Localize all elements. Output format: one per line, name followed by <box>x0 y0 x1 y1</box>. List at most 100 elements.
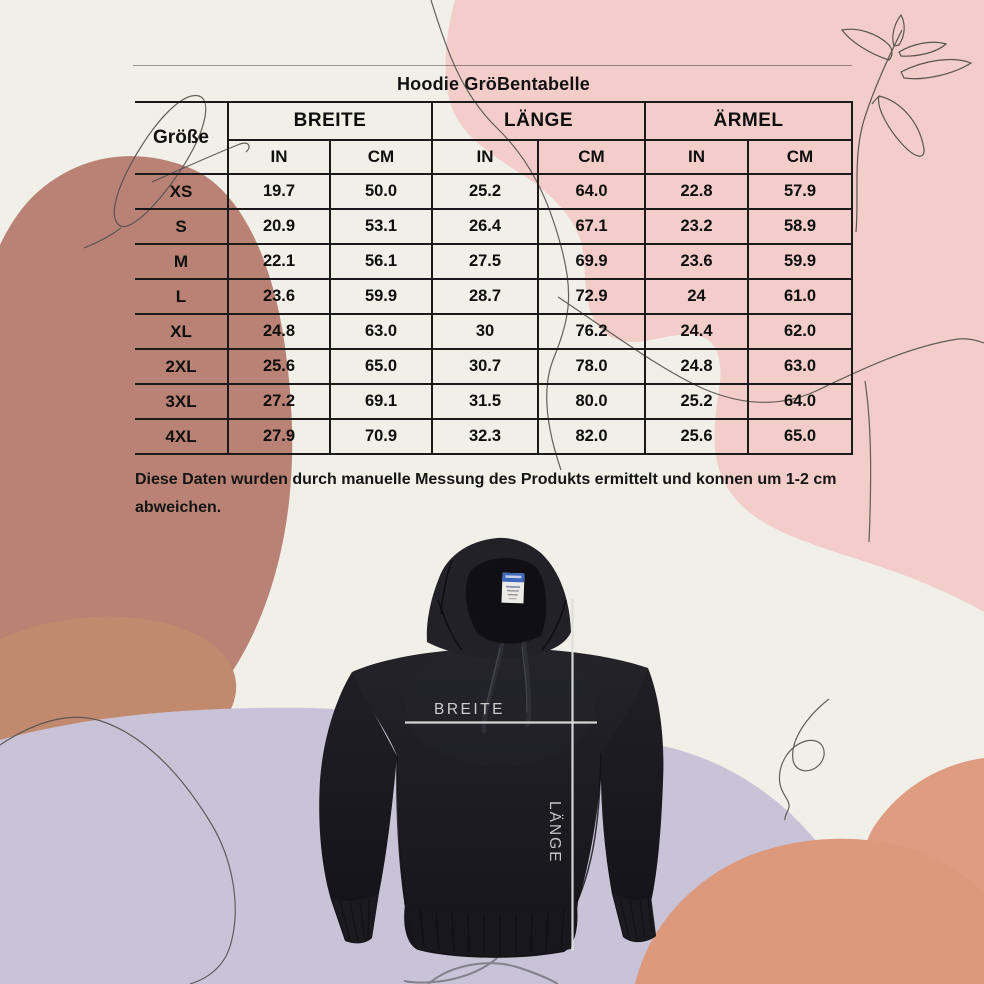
value-cell: 31.5 <box>431 383 539 420</box>
value-cell: 25.6 <box>227 348 331 385</box>
value-cell: 64.0 <box>537 173 646 210</box>
value-cell: 63.0 <box>329 313 433 350</box>
table-row: XS 19.7 50.0 25.2 64.0 22.8 57.9 <box>135 173 853 210</box>
table-row: 2XL 25.6 65.0 30.7 78.0 24.8 63.0 <box>135 348 853 385</box>
leaf <box>898 41 948 57</box>
unit-header: CM <box>747 139 853 175</box>
width-measure-label: BREITE <box>434 701 505 718</box>
value-cell: 22.1 <box>227 243 331 280</box>
value-cell: 32.3 <box>431 418 539 455</box>
length-measure-label: LÄNGE <box>546 801 563 864</box>
unit-header: CM <box>329 139 433 175</box>
value-cell: 20.9 <box>227 208 331 245</box>
value-cell: 50.0 <box>329 173 433 210</box>
value-cell: 72.9 <box>537 278 646 315</box>
unit-header: IN <box>227 139 331 175</box>
size-cell: L <box>135 278 229 315</box>
value-cell: 58.9 <box>747 208 853 245</box>
value-cell: 24.4 <box>644 313 749 350</box>
size-cell: S <box>135 208 229 245</box>
hoodie-left-cuff <box>331 894 378 943</box>
unit-header: IN <box>431 139 539 175</box>
value-cell: 82.0 <box>537 418 646 455</box>
value-cell: 25.2 <box>644 383 749 420</box>
value-cell: 19.7 <box>227 173 331 210</box>
disclaimer-text: Diese Daten wurden durch manuelle Messun… <box>135 471 837 516</box>
value-cell: 23.6 <box>227 278 331 315</box>
table-row: 4XL 27.9 70.9 32.3 82.0 25.6 65.0 <box>135 418 853 455</box>
value-cell: 63.0 <box>747 348 853 385</box>
doodle-loop-lavender <box>0 716 236 984</box>
value-cell: 27.2 <box>227 383 331 420</box>
value-cell: 69.9 <box>537 243 646 280</box>
group-header-breite: BREITE <box>227 101 433 141</box>
group-header-laenge: LÄNGE <box>431 101 646 141</box>
value-cell: 65.0 <box>747 418 853 455</box>
hoodie-illustration: BREITE LÄNGE <box>319 537 664 984</box>
table-row: 3XL 27.2 69.1 31.5 80.0 25.2 64.0 <box>135 383 853 420</box>
value-cell: 57.9 <box>747 173 853 210</box>
size-cell: 2XL <box>135 348 229 385</box>
table-group-header-row: Größe BREITE LÄNGE ÄRMEL <box>135 101 853 175</box>
value-cell: 22.8 <box>644 173 749 210</box>
value-cell: 69.1 <box>329 383 433 420</box>
table-row: M 22.1 56.1 27.5 69.9 23.6 59.9 <box>135 243 853 280</box>
size-column-header: Größe <box>135 101 229 175</box>
table-row: XL 24.8 63.0 30 76.2 24.4 62.0 <box>135 313 853 350</box>
page-title: Hoodie GröBentabelle <box>396 74 591 94</box>
value-cell: 24.8 <box>227 313 331 350</box>
value-cell: 23.2 <box>644 208 749 245</box>
value-cell: 65.0 <box>329 348 433 385</box>
size-cell: XS <box>135 173 229 210</box>
background-blob-salmon-front <box>635 838 984 984</box>
leaf <box>892 13 905 47</box>
doodle-curl-right <box>778 698 830 821</box>
value-cell: 25.2 <box>431 173 539 210</box>
value-cell: 62.0 <box>747 313 853 350</box>
unit-header: CM <box>537 139 646 175</box>
divider <box>133 65 852 66</box>
leaf <box>840 28 893 61</box>
group-header-aermel: ÄRMEL <box>644 101 853 141</box>
unit-header: IN <box>644 139 749 175</box>
value-cell: 64.0 <box>747 383 853 420</box>
table-row: L 23.6 59.9 28.7 72.9 24 61.0 <box>135 278 853 315</box>
value-cell: 23.6 <box>644 243 749 280</box>
value-cell: 27.9 <box>227 418 331 455</box>
hoodie-left-sleeve <box>319 672 397 944</box>
doodle-loop-left-tail <box>83 227 122 249</box>
value-cell: 67.1 <box>537 208 646 245</box>
size-cell: XL <box>135 313 229 350</box>
hoodie-neck-tag <box>501 572 525 604</box>
table-row: S 20.9 53.1 26.4 67.1 23.2 58.9 <box>135 208 853 245</box>
hoodie-body <box>352 648 648 958</box>
size-table: Größe BREITE LÄNGE ÄRMEL IN CM IN CM IN … <box>135 101 853 455</box>
hoodie-right-cuff <box>612 893 656 942</box>
table-unit-header-row: IN CM IN CM IN CM <box>135 139 853 175</box>
size-cell: M <box>135 243 229 280</box>
value-cell: 24 <box>644 278 749 315</box>
value-cell: 78.0 <box>537 348 646 385</box>
value-cell: 26.4 <box>431 208 539 245</box>
value-cell: 28.7 <box>431 278 539 315</box>
size-cell: 3XL <box>135 383 229 420</box>
value-cell: 80.0 <box>537 383 646 420</box>
value-cell: 76.2 <box>537 313 646 350</box>
value-cell: 30.7 <box>431 348 539 385</box>
value-cell: 70.9 <box>329 418 433 455</box>
value-cell: 25.6 <box>644 418 749 455</box>
hoodie-hem-band <box>404 903 578 957</box>
hoodie-chest-highlight <box>405 643 595 767</box>
value-cell: 59.9 <box>747 243 853 280</box>
value-cell: 27.5 <box>431 243 539 280</box>
value-cell: 30 <box>431 313 539 350</box>
size-cell: 4XL <box>135 418 229 455</box>
hoodie-right-sleeve <box>600 668 664 943</box>
leaf <box>871 95 925 157</box>
value-cell: 59.9 <box>329 278 433 315</box>
value-cell: 61.0 <box>747 278 853 315</box>
value-cell: 53.1 <box>329 208 433 245</box>
leaf-stem <box>855 29 903 233</box>
leaf <box>900 58 973 80</box>
